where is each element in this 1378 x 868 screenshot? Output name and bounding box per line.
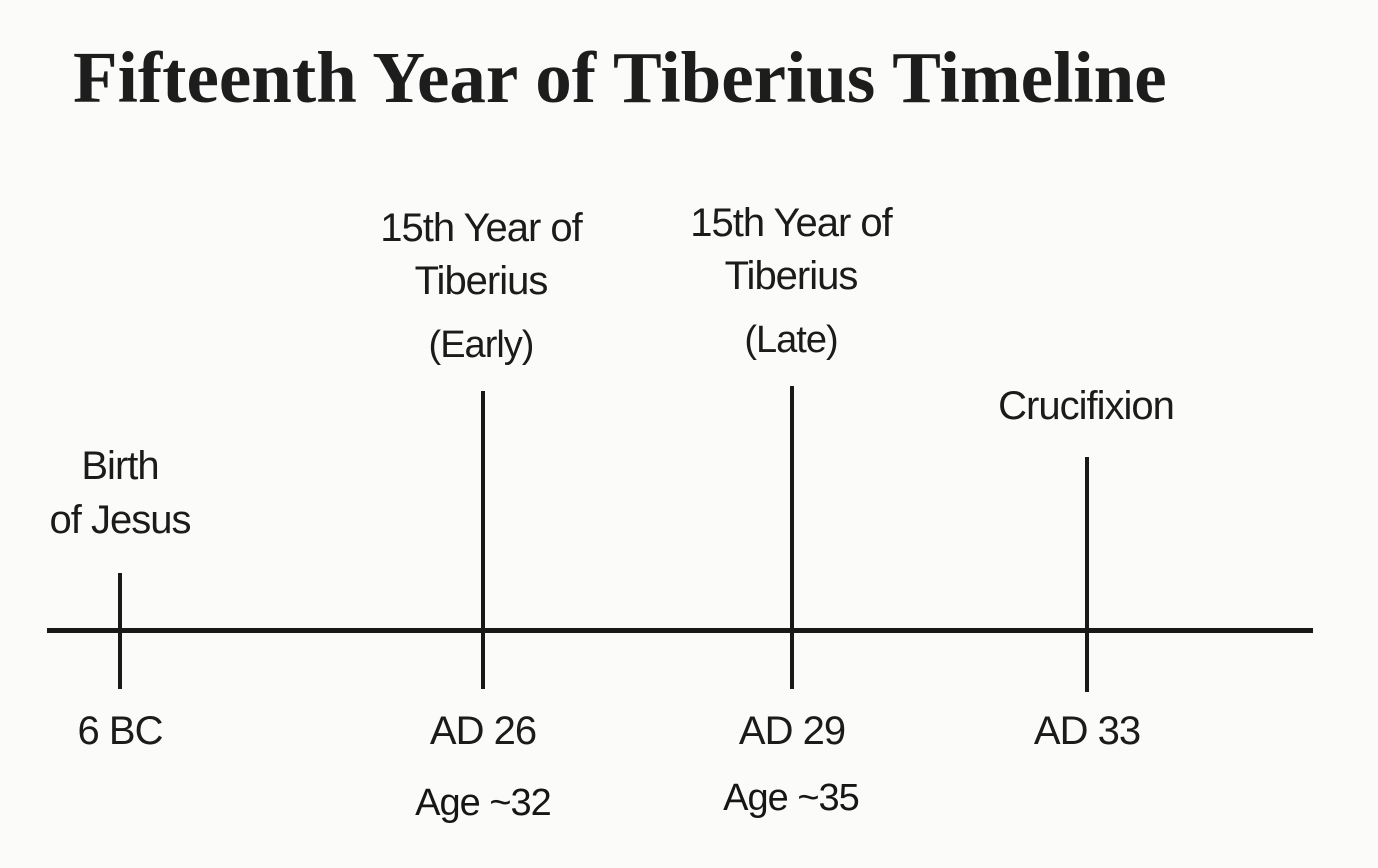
event-label-tiberius-early: 15th Year of Tiberius (Early) xyxy=(380,202,583,370)
event-label-line: Tiberius xyxy=(414,259,549,303)
age-label-ad26: Age ~32 xyxy=(415,782,552,824)
event-label-line: 15th Year of xyxy=(380,206,583,250)
tick-ad26 xyxy=(481,391,485,689)
event-label-tiberius-late: 15th Year of Tiberius (Late) xyxy=(690,197,893,365)
timeline-axis-line xyxy=(47,628,1313,633)
date-label-ad26: AD 26 xyxy=(429,709,537,753)
tick-6bc xyxy=(118,573,122,689)
date-label-ad33: AD 33 xyxy=(1033,709,1141,753)
event-label-line: Crucifixion xyxy=(998,384,1175,428)
event-qualifier-early: (Early) xyxy=(428,324,535,366)
date-label-6bc: 6 BC xyxy=(77,709,164,753)
event-label-birth-of-jesus: Birth of Jesus xyxy=(49,439,192,547)
date-label-ad29: AD 29 xyxy=(738,709,846,753)
event-label-line: 15th Year of xyxy=(690,201,893,245)
page-title: Fifteenth Year of Tiberius Timeline xyxy=(73,37,1167,118)
event-label-line: Tiberius xyxy=(724,254,859,298)
age-label-ad29: Age ~35 xyxy=(723,777,860,819)
tick-ad33 xyxy=(1085,457,1089,692)
event-label-crucifixion: Crucifixion xyxy=(998,380,1175,433)
event-qualifier-late: (Late) xyxy=(744,319,838,361)
event-label-line: of Jesus xyxy=(49,498,192,542)
tick-ad29 xyxy=(790,386,794,689)
event-label-line: Birth xyxy=(81,444,159,488)
